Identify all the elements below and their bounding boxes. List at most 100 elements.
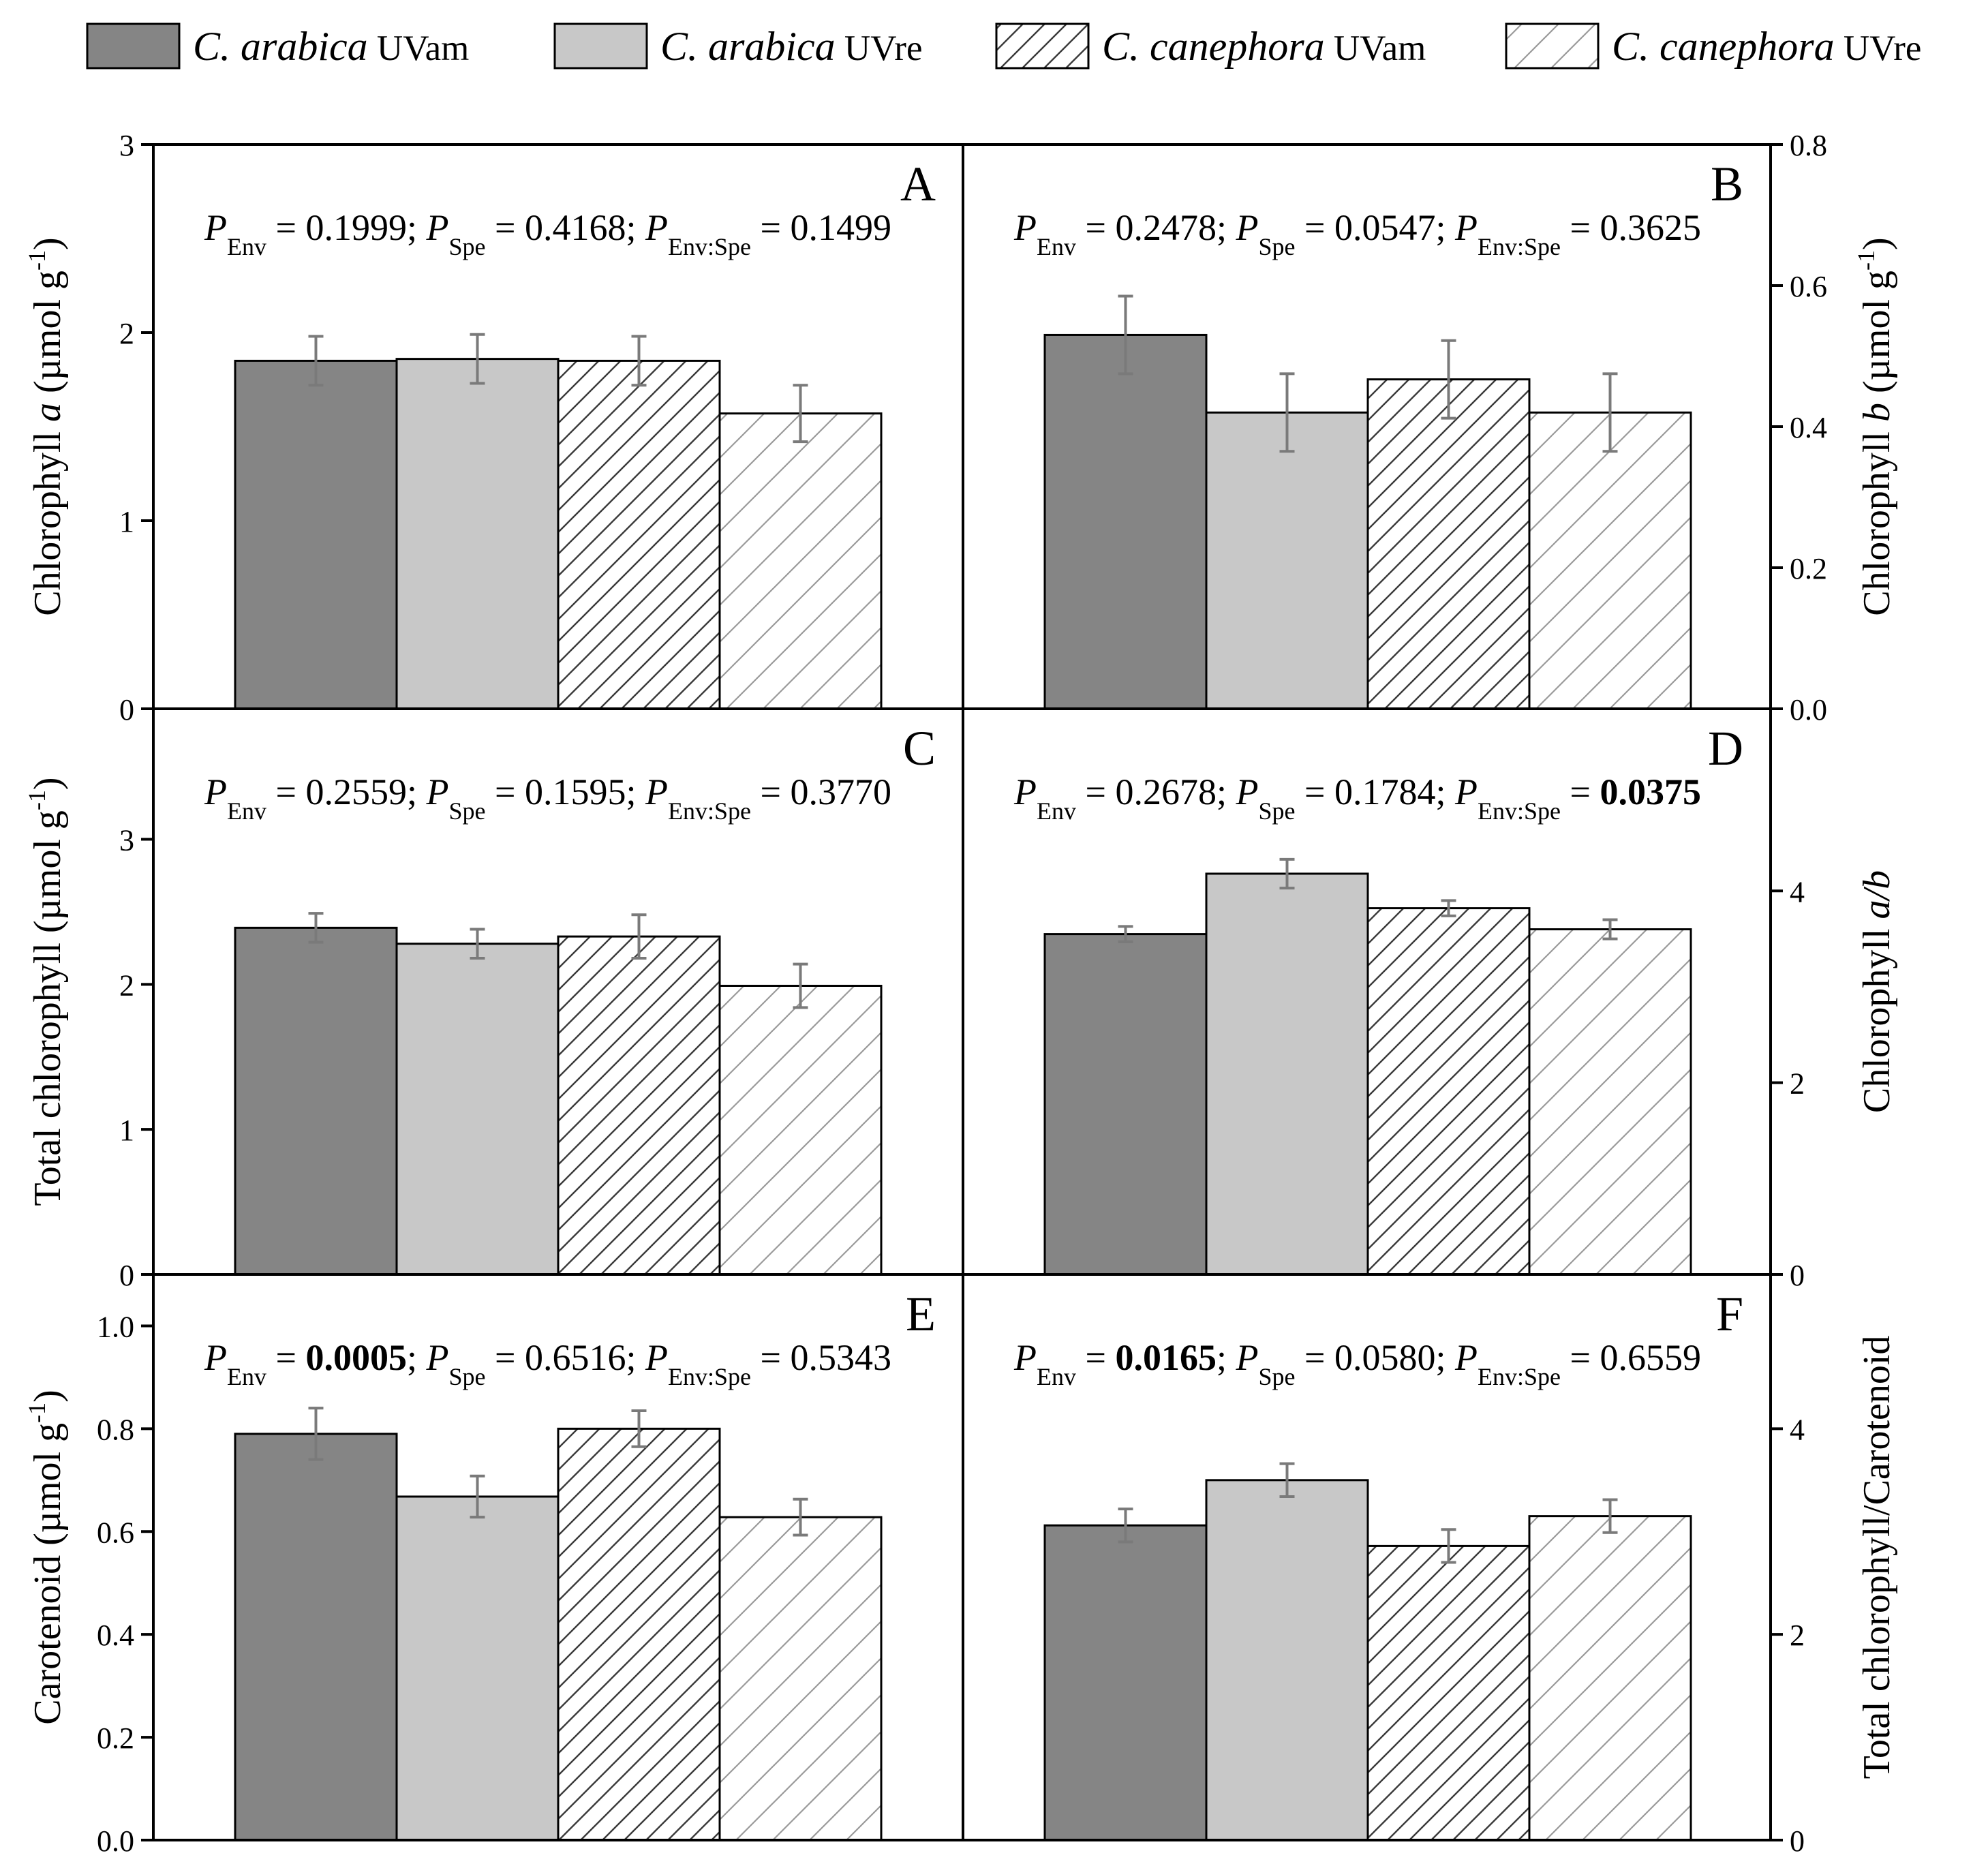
- legend-swatch: [553, 22, 648, 70]
- tick-label-B: 0.0: [1790, 693, 1827, 726]
- tick-label-E: 0.0: [97, 1824, 134, 1858]
- error-bar-B-4: [1602, 372, 1618, 453]
- tick-label-D: 0: [1790, 1259, 1805, 1292]
- error-bar-D-3: [1441, 899, 1456, 917]
- bar-B-1: [1043, 333, 1208, 710]
- tick-label-B: 0.2: [1790, 552, 1827, 585]
- y-axis-label-D: Chlorophyll a/b: [1856, 870, 1898, 1113]
- y-axis-label-C: Total chlorophyll (µmol g-1): [23, 777, 69, 1206]
- bar-B-4: [1528, 411, 1692, 710]
- error-bar-B-3: [1441, 339, 1456, 420]
- panel-letter-E: E: [906, 1287, 936, 1341]
- error-bar-B-1: [1118, 294, 1133, 376]
- error-bar-D-1: [1118, 925, 1133, 943]
- legend-item-3: C. canephora UVam: [995, 22, 1426, 70]
- legend: C. arabica UVam C. arabica UVre C. canepho…: [86, 22, 1921, 70]
- bar-A-3: [557, 359, 721, 710]
- legend-swatch: [86, 22, 181, 70]
- tick-label-C: 0: [119, 1259, 134, 1292]
- bar-F-3: [1366, 1544, 1531, 1841]
- bar-B-2: [1205, 411, 1369, 710]
- y-axis-label-E: Carotenoid (µmol g-1): [23, 1390, 69, 1725]
- bar-D-4: [1528, 928, 1692, 1276]
- bar-E-3: [557, 1427, 721, 1841]
- panel-letter-C: C: [903, 721, 936, 776]
- error-bar-D-4: [1602, 918, 1618, 940]
- tick-label-D: 2: [1790, 1067, 1805, 1101]
- bar-A-4: [718, 412, 883, 710]
- tick-label-A: 0: [119, 693, 134, 726]
- bar-A-2: [395, 358, 560, 710]
- stats-F: PEnv = 0.0165; PSpe = 0.0580; PEnv:Spe =…: [1013, 1337, 1701, 1390]
- error-bar-A-2: [470, 333, 485, 385]
- y-axis-label-F: Total chlorophyll/Carotenoid: [1856, 1336, 1898, 1779]
- bar-C-2: [395, 943, 560, 1276]
- tick-label-D: 4: [1790, 875, 1805, 908]
- tick-label-A: 1: [119, 505, 134, 538]
- y-axis-label-A: Chlorophyll a (µmol g-1): [23, 237, 69, 615]
- error-bar-F-4: [1602, 1498, 1618, 1534]
- legend-swatch: [1505, 22, 1600, 70]
- tick-label-B: 0.8: [1790, 129, 1827, 162]
- bar-E-1: [234, 1433, 398, 1841]
- panel-letter-A: A: [900, 157, 936, 211]
- legend-label: C. arabica UVre: [660, 24, 922, 69]
- bar-A-1: [234, 359, 398, 710]
- error-bar-A-1: [308, 335, 324, 387]
- error-bar-A-3: [631, 335, 647, 387]
- bar-E-2: [395, 1495, 560, 1841]
- error-bar-E-2: [470, 1474, 485, 1519]
- error-bar-A-4: [793, 384, 808, 444]
- stats-C: PEnv = 0.2559; PSpe = 0.1595; PEnv:Spe =…: [204, 771, 891, 825]
- stats-B: PEnv = 0.2478; PSpe = 0.0547; PEnv:Spe =…: [1013, 207, 1701, 260]
- legend-item-2: C. arabica UVre: [553, 22, 922, 70]
- stats-A: PEnv = 0.1999; PSpe = 0.4168; PEnv:Spe =…: [204, 207, 891, 260]
- bar-D-1: [1043, 933, 1208, 1276]
- tick-label-B: 0.6: [1790, 270, 1827, 303]
- tick-label-F: 4: [1790, 1413, 1805, 1446]
- legend-label: C. canephora UVre: [1612, 24, 1921, 69]
- error-bar-F-3: [1441, 1528, 1456, 1564]
- bar-E-4: [718, 1516, 883, 1841]
- tick-label-E: 1.0: [97, 1310, 134, 1343]
- panel-F: 0 2 4 Total chlorophyll/Carotenoid F PEnv = 0…: [962, 1273, 1898, 1858]
- tick-label-C: 2: [119, 968, 134, 1002]
- error-bar-B-2: [1279, 372, 1295, 453]
- error-bar-F-1: [1118, 1508, 1133, 1544]
- bar-F-4: [1528, 1515, 1692, 1841]
- panel-E: 0.0 0.2 0.4 0.6 0.8 1.0 Carotenoid (µmol g-1) E…: [23, 1273, 964, 1858]
- error-bar-E-3: [631, 1409, 647, 1448]
- stats-D: PEnv = 0.2678; PSpe = 0.1784; PEnv:Spe =…: [1013, 771, 1701, 825]
- legend-label: C. canephora UVam: [1102, 24, 1426, 69]
- tick-label-F: 2: [1790, 1619, 1805, 1652]
- bar-F-2: [1205, 1479, 1369, 1841]
- panel-letter-D: D: [1708, 721, 1743, 776]
- panel-B: 0.0 0.2 0.4 0.6 0.8 Chlorophyll b (µmol g-1) B…: [962, 129, 1898, 726]
- tick-label-B: 0.4: [1790, 411, 1827, 444]
- tick-label-F: 0: [1790, 1824, 1805, 1858]
- error-bar-E-4: [793, 1497, 808, 1537]
- error-bar-F-2: [1279, 1462, 1295, 1498]
- tick-label-E: 0.6: [97, 1516, 134, 1549]
- bar-C-3: [557, 935, 721, 1276]
- panel-letter-F: F: [1716, 1287, 1743, 1341]
- bar-B-3: [1366, 378, 1531, 710]
- error-bar-C-4: [793, 962, 808, 1009]
- legend-label: C. arabica UVam: [193, 24, 469, 69]
- y-axis-label-B: Chlorophyll b (µmol g-1): [1852, 237, 1898, 615]
- bar-C-1: [234, 926, 398, 1276]
- bar-F-1: [1043, 1524, 1208, 1841]
- error-bar-C-2: [470, 928, 485, 960]
- tick-label-E: 0.8: [97, 1413, 134, 1446]
- error-bar-C-3: [631, 913, 647, 960]
- legend-swatch: [995, 22, 1090, 70]
- tick-label-A: 3: [119, 129, 134, 162]
- error-bar-D-2: [1279, 857, 1295, 890]
- tick-label-E: 0.2: [97, 1722, 134, 1755]
- panel-frame-F: [962, 1273, 1772, 1841]
- bar-D-3: [1366, 907, 1531, 1276]
- bar-D-2: [1205, 872, 1369, 1276]
